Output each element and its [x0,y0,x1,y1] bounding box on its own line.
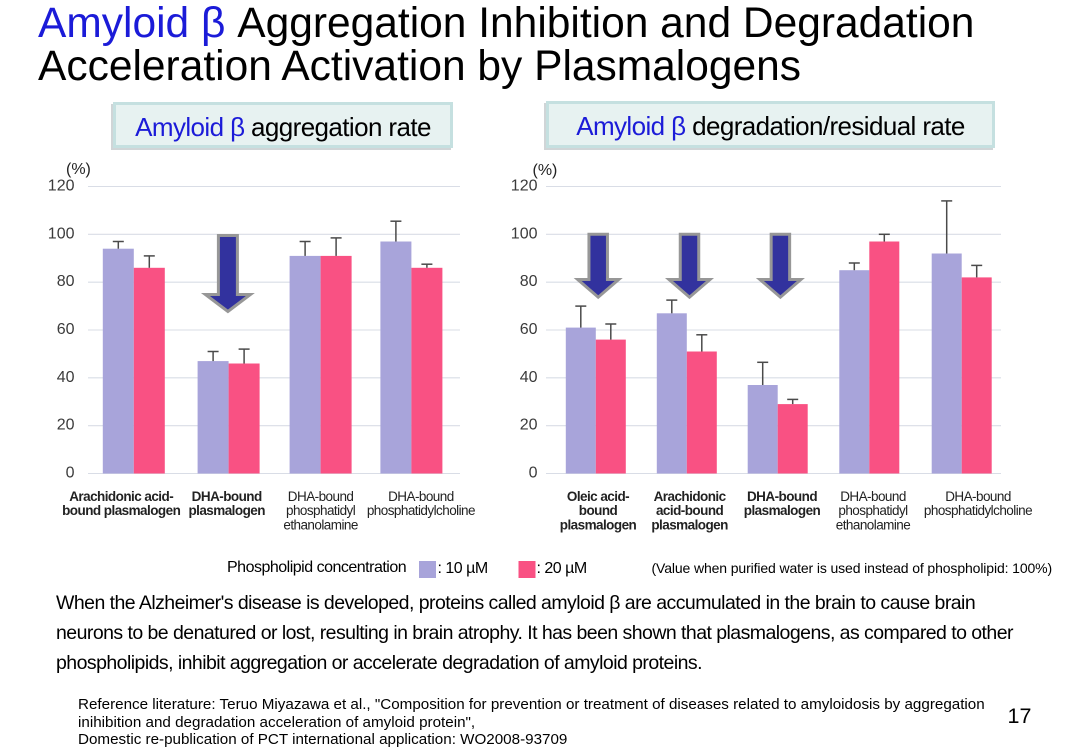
svg-text:DHA-bound: DHA-bound [192,489,262,504]
svg-text:phosphatidylcholine: phosphatidylcholine [367,503,475,518]
svg-text:Arachidonic acid-: Arachidonic acid- [69,489,173,504]
svg-text:20: 20 [57,417,75,434]
svg-text:DHA-bound: DHA-bound [388,489,454,504]
svg-text:DHA-bound: DHA-bound [288,489,354,504]
svg-text:ethanolamine: ethanolamine [836,518,911,533]
svg-text:60: 60 [520,321,538,338]
svg-text:0: 0 [529,465,538,482]
svg-text:80: 80 [57,273,75,290]
svg-text:Oleic acid-: Oleic acid- [567,489,629,504]
svg-text:120: 120 [511,178,538,195]
svg-text:100: 100 [511,225,538,242]
svg-text:(%): (%) [66,161,91,178]
svg-text:20: 20 [520,417,538,434]
svg-text:100: 100 [48,225,75,242]
svg-text:bound: bound [579,503,618,518]
svg-text:Arachidonic: Arachidonic [654,489,727,504]
svg-text:DHA-bound: DHA-bound [840,489,906,504]
svg-text:80: 80 [520,273,538,290]
svg-text:phosphatidyl: phosphatidyl [838,503,908,518]
svg-text:phosphatidyl: phosphatidyl [286,503,356,518]
svg-text:ethanolamine: ethanolamine [283,518,358,533]
svg-text:DHA-bound: DHA-bound [747,489,817,504]
svg-text:acid-bound: acid-bound [656,503,724,518]
svg-text:40: 40 [520,369,538,386]
svg-text:0: 0 [66,465,75,482]
svg-text:40: 40 [57,369,75,386]
svg-text:plasmalogen: plasmalogen [744,503,821,518]
svg-text:phosphatidylcholine: phosphatidylcholine [924,503,1032,518]
svg-text:(%): (%) [533,162,558,179]
svg-text:plasmalogen: plasmalogen [651,518,728,533]
svg-text:plasmalogen: plasmalogen [560,518,637,533]
svg-text:120: 120 [48,178,75,195]
svg-text:plasmalogen: plasmalogen [188,503,265,518]
svg-text:DHA-bound: DHA-bound [945,489,1011,504]
svg-text:60: 60 [57,321,75,338]
svg-text:bound plasmalogen: bound plasmalogen [62,503,180,518]
